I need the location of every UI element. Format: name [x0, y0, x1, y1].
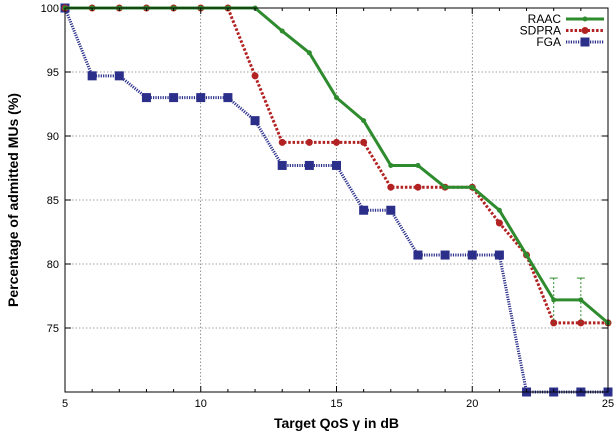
data-point-raac — [361, 118, 367, 124]
data-point-sdpra — [305, 138, 313, 146]
legend-item-sdpra: SDPRA — [520, 24, 604, 38]
x-tick-label: 5 — [62, 398, 68, 410]
data-point-sdpra — [333, 138, 340, 146]
y-tick-label: 95 — [47, 67, 59, 79]
data-point-fga — [141, 93, 151, 103]
data-point-fga — [114, 71, 124, 81]
legend-swatch-marker — [580, 37, 590, 47]
legend-label: FGA — [536, 35, 561, 49]
data-point-raac — [415, 162, 421, 168]
data-point-raac — [442, 184, 448, 190]
data-point-sdpra — [278, 138, 286, 146]
data-point-fga — [277, 160, 287, 170]
data-point-sdpra — [251, 72, 259, 80]
x-tick-label: 10 — [195, 398, 207, 410]
data-point-sdpra — [414, 183, 422, 191]
data-point-raac — [524, 252, 530, 258]
y-tick-label: 75 — [47, 323, 59, 335]
legend-swatch-marker — [581, 27, 589, 34]
y-tick-label: 80 — [47, 259, 59, 271]
grid-lines — [64, 7, 609, 392]
data-point-fga — [196, 93, 206, 103]
data-point-fga — [494, 250, 504, 260]
y-tick-label: 85 — [47, 195, 59, 207]
data-point-fga — [87, 71, 97, 81]
x-tick-label: 25 — [602, 398, 614, 410]
error-bar — [549, 277, 585, 323]
legend-label: RAAC — [528, 12, 562, 26]
x-tick-label: 20 — [466, 398, 478, 410]
data-point-fga — [250, 116, 260, 126]
data-point-fga — [386, 205, 396, 215]
axis-ticks: 5 10 15 20 25 75 80 85 90 95 100 — [41, 3, 614, 410]
legend-item-raac: RAAC — [528, 12, 604, 26]
data-point-raac — [334, 95, 339, 101]
data-point-fga — [223, 93, 233, 103]
data-point-fga — [359, 205, 369, 215]
data-point-fga — [467, 250, 477, 260]
legend-swatch-marker — [582, 16, 588, 22]
y-tick-label: 90 — [47, 131, 59, 143]
data-point-fga — [413, 250, 423, 260]
data-point-fga — [440, 250, 450, 260]
data-point-sdpra — [495, 219, 503, 227]
data-point-raac — [279, 28, 285, 34]
data-point-raac — [469, 184, 475, 190]
data-point-sdpra — [387, 183, 395, 191]
data-point-fga — [304, 160, 314, 170]
legend-item-fga: FGA — [536, 35, 604, 49]
data-point-raac — [388, 162, 394, 168]
data-point-raac — [496, 207, 502, 213]
data-point-sdpra — [360, 138, 368, 146]
data-point-fga — [169, 93, 179, 103]
y-tick-label: 100 — [41, 3, 59, 15]
x-tick-label: 15 — [330, 398, 342, 410]
data-point-fga — [332, 160, 341, 170]
legend-label: SDPRA — [520, 24, 561, 38]
x-axis-label: Target QoS γ in dB — [274, 415, 399, 431]
data-point-raac — [306, 50, 312, 56]
y-axis-label: Percentage of admitted MUs (%) — [5, 93, 21, 307]
